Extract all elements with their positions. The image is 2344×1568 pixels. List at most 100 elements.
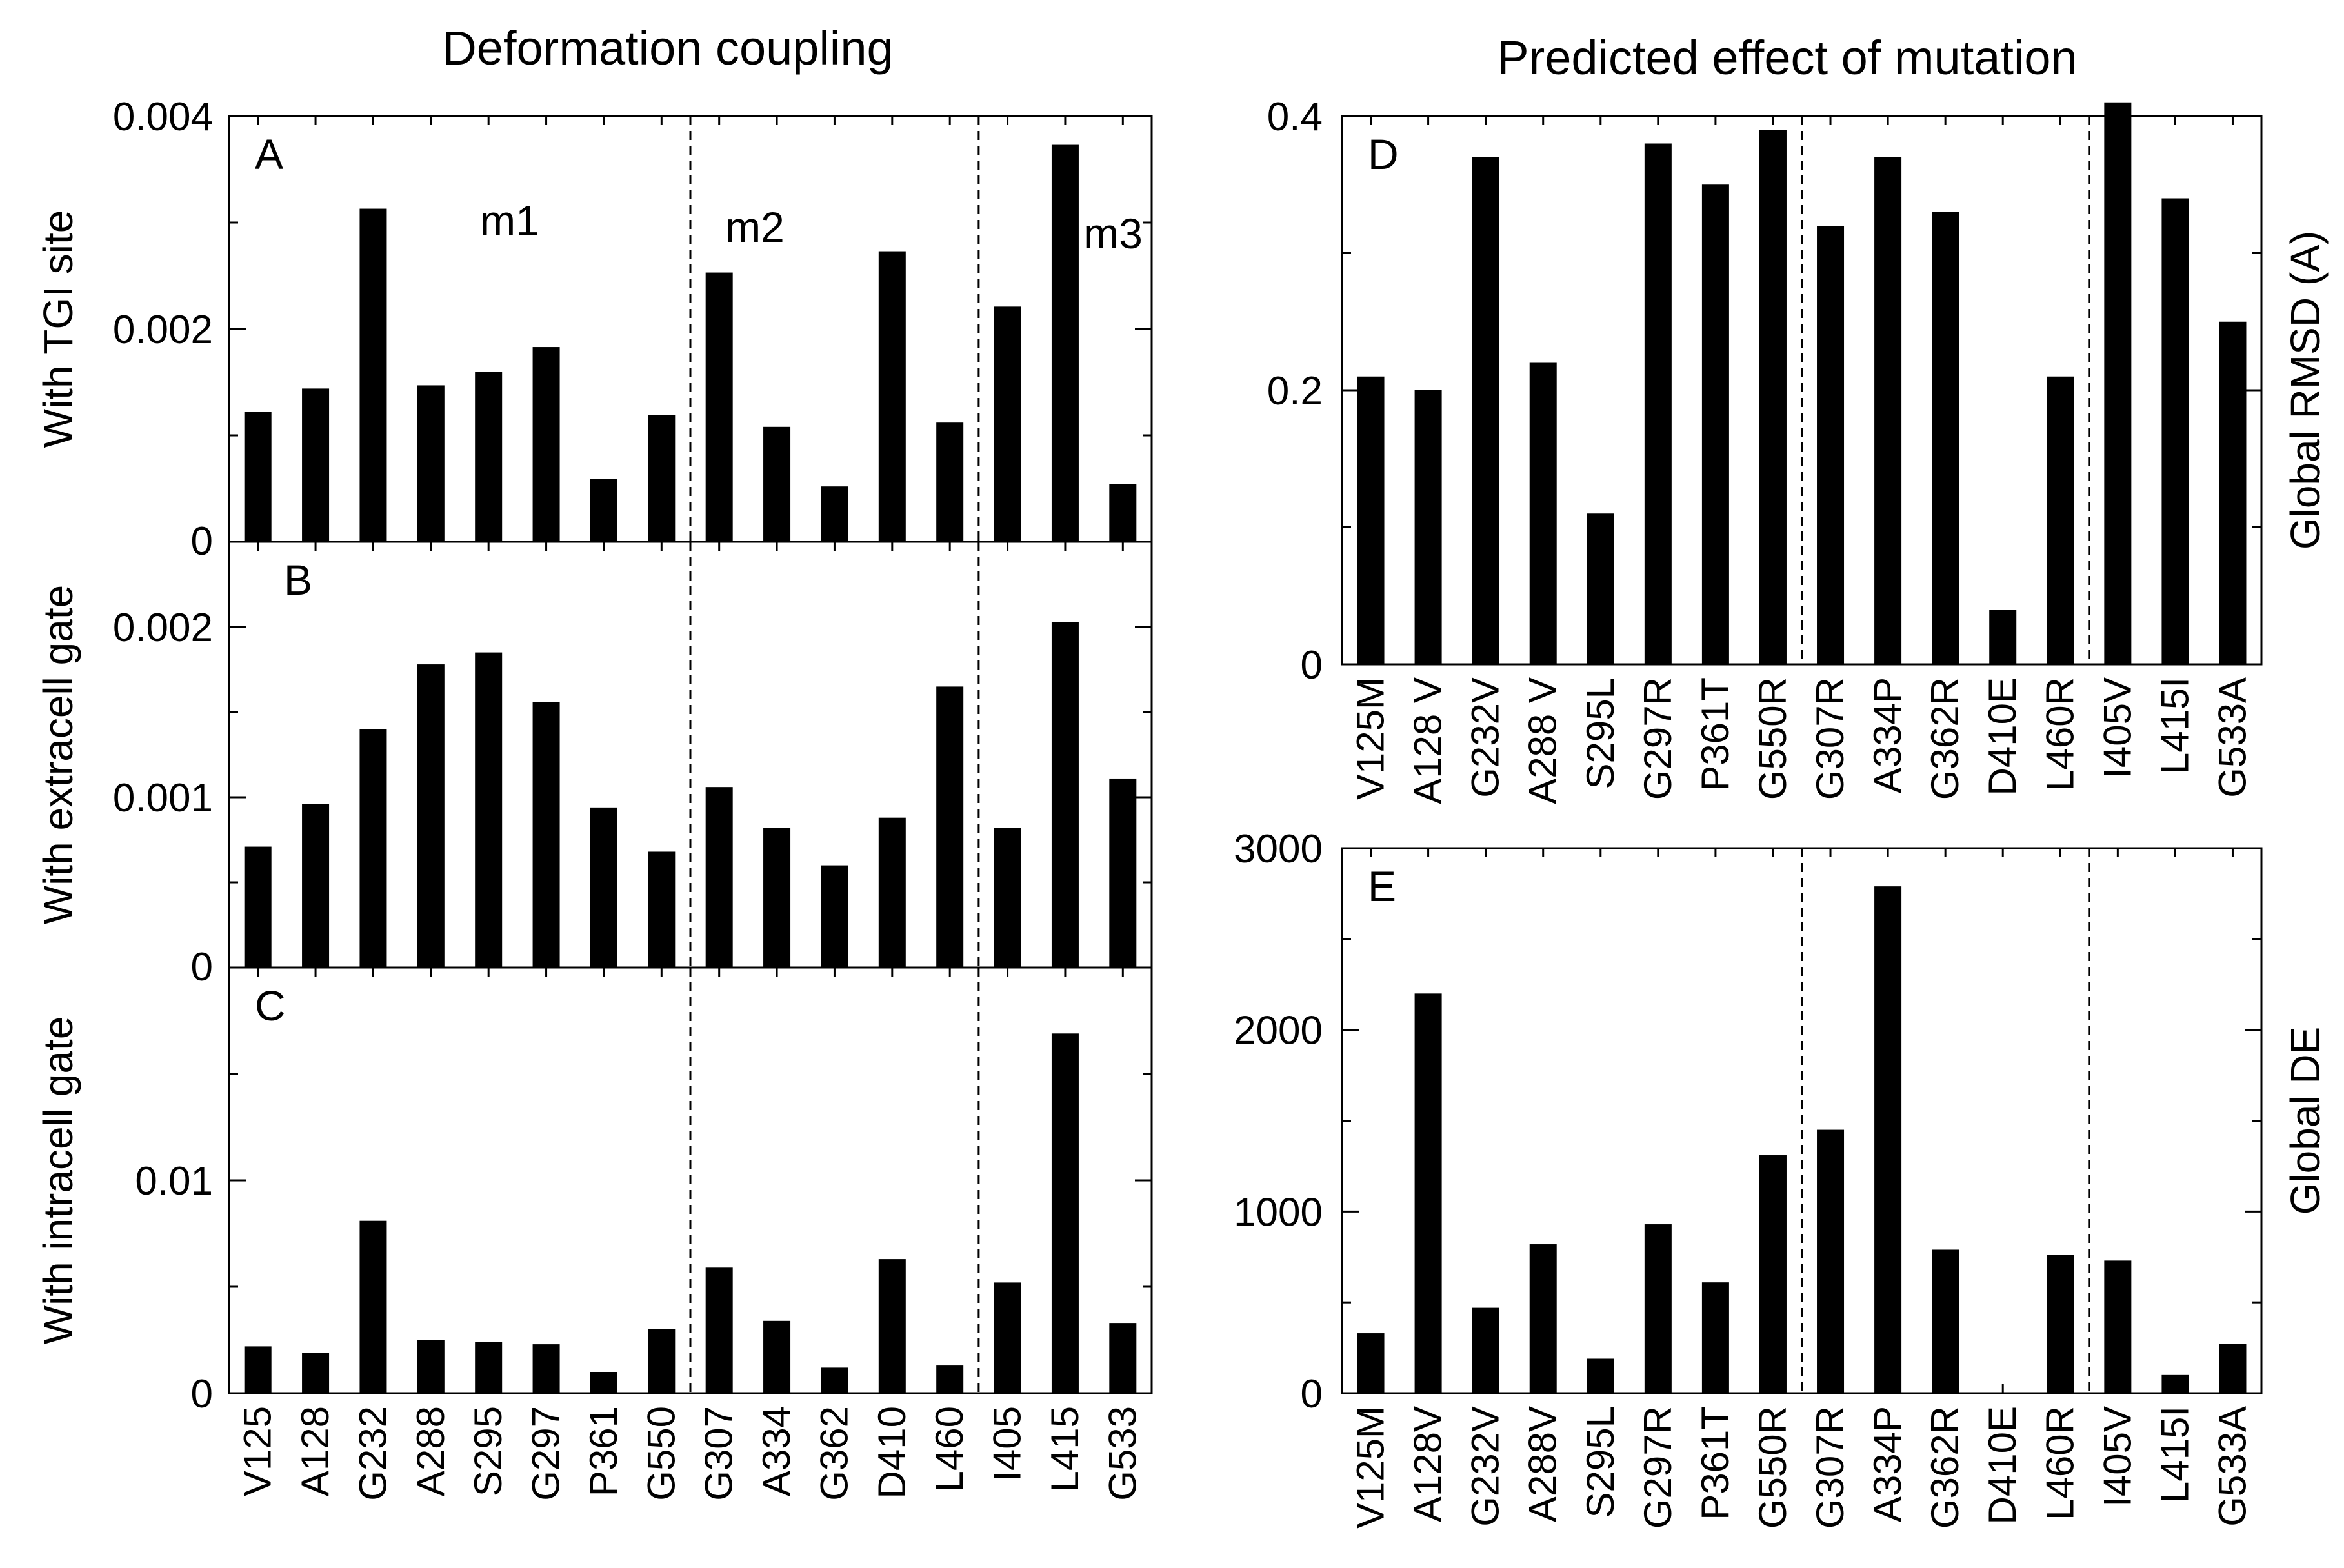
panel-b-bar-P361 bbox=[590, 807, 617, 968]
panel-d-ytick-label: 0.4 bbox=[1267, 95, 1323, 139]
panel-c-category-label: P361 bbox=[582, 1406, 625, 1496]
panel-b-bar-G550 bbox=[648, 851, 676, 968]
panel-a-ytick-label: 0.002 bbox=[113, 308, 213, 352]
panel-b-bar-G232 bbox=[359, 729, 387, 968]
panel-d-category-label: L415I bbox=[2153, 677, 2196, 774]
panel-c-bar-A334 bbox=[763, 1320, 791, 1393]
panel-d-category-label: D410E bbox=[1981, 677, 2024, 795]
panel-e-category-label: V125M bbox=[1349, 1406, 1392, 1529]
panel-a-ylabel: With TGI site bbox=[35, 210, 81, 448]
panel-c-category-label: G533 bbox=[1101, 1406, 1144, 1501]
panel-a-bar-A128 bbox=[302, 388, 330, 542]
panel-e-category-label: G297R bbox=[1636, 1406, 1679, 1529]
panel-c-bar-G297 bbox=[532, 1344, 560, 1393]
panel-d-bar-G307R bbox=[1817, 226, 1845, 664]
panel-e-letter: E bbox=[1368, 862, 1396, 910]
panel-d-category-label: A128 V bbox=[1407, 677, 1450, 804]
right-column-title: Predicted effect of mutation bbox=[1497, 31, 2078, 84]
panel-d-bar-A128 V bbox=[1414, 390, 1442, 664]
panel-d-category-label: G550R bbox=[1751, 677, 1794, 800]
panel-d-ytick-label: 0.2 bbox=[1267, 369, 1323, 413]
panel-d-bar-L415I bbox=[2161, 198, 2189, 664]
panel-e-ytick-label: 0 bbox=[1301, 1372, 1323, 1416]
panel-c-bar-A288 bbox=[417, 1340, 445, 1393]
panel-e-category-label: P361T bbox=[1694, 1406, 1737, 1520]
panel-d-category-label: L460R bbox=[2038, 677, 2081, 791]
panel-d-bar-D410E bbox=[1989, 610, 2017, 664]
panel-a-bar-G307 bbox=[705, 272, 733, 542]
panel-b-bar-S295 bbox=[475, 652, 503, 968]
panel-e-bar-L415I bbox=[2161, 1374, 2189, 1393]
panel-e-bar-G232V bbox=[1472, 1307, 1499, 1393]
panel-a-letter: A bbox=[255, 130, 283, 178]
panel-e-category-label: I405V bbox=[2096, 1406, 2139, 1507]
panel-b-bar-G362 bbox=[821, 865, 848, 968]
panel-e-category-label: A288V bbox=[1521, 1406, 1565, 1522]
panel-c-category-label: G232 bbox=[351, 1406, 394, 1501]
panel-e-category-label: G362R bbox=[1923, 1406, 1967, 1529]
panel-b-ytick-label: 0.001 bbox=[113, 776, 213, 820]
panel-e-bar-G307R bbox=[1817, 1129, 1845, 1393]
panel-c-ylabel: With intracell gate bbox=[35, 1017, 81, 1345]
panel-c-bar-A128 bbox=[302, 1353, 330, 1393]
panel-c-category-label: G297 bbox=[525, 1406, 568, 1501]
panel-d-bar-G232V bbox=[1472, 157, 1499, 664]
panel-d-category-label: G232V bbox=[1464, 677, 1507, 798]
left-column-title: Deformation coupling bbox=[442, 21, 893, 75]
panel-e-category-label: L415I bbox=[2153, 1406, 2196, 1503]
panel-e-bar-L460R bbox=[2047, 1255, 2074, 1393]
panel-c-bar-G550 bbox=[648, 1329, 676, 1393]
panel-b-ytick-label: 0 bbox=[191, 945, 213, 989]
panel-c-category-label: A334 bbox=[755, 1406, 798, 1496]
panel-d-category-label: G307R bbox=[1808, 677, 1852, 800]
panel-a-bar-G362 bbox=[821, 486, 848, 542]
panel-e-category-label: L460R bbox=[2038, 1406, 2081, 1520]
panel-c-category-label: V125 bbox=[236, 1406, 279, 1496]
panel-e-category-label: G533A bbox=[2210, 1406, 2254, 1527]
panel-d-category-label: V125M bbox=[1349, 677, 1392, 800]
panel-b-bar-I405 bbox=[994, 828, 1021, 968]
panel-e-bar-G362R bbox=[1932, 1249, 1959, 1393]
panel-a-bar-G550 bbox=[648, 415, 676, 542]
panel-d-letter: D bbox=[1368, 130, 1399, 178]
panel-b-ytick-label: 0.002 bbox=[113, 606, 213, 650]
panel-e-bar-G297R bbox=[1644, 1224, 1672, 1393]
panel-e-bar-A334P bbox=[1874, 886, 1902, 1393]
panel-e-category-label: D410E bbox=[1981, 1406, 2024, 1524]
panel-c-ytick-label: 0.01 bbox=[135, 1159, 213, 1204]
panel-c-bar-S295 bbox=[475, 1342, 503, 1393]
panel-d-bar-G362R bbox=[1932, 212, 1959, 664]
panel-a-bar-L415 bbox=[1051, 144, 1079, 542]
panel-c-bar-P361 bbox=[590, 1372, 617, 1393]
panel-c-letter: C bbox=[255, 982, 286, 1029]
plots-layer: A 0 0.002 0.004 With TGI site m1 m2 m3 B 0 0.001 0.… bbox=[35, 95, 2329, 1529]
panel-d-bar-I405V bbox=[2104, 102, 2132, 664]
panel-a-bar-A334 bbox=[763, 426, 791, 542]
panel-d-bar-A288 V bbox=[1529, 362, 1557, 664]
panel-a-annotation-m3: m3 bbox=[1083, 210, 1143, 257]
panel-b-ylabel: With extracell gate bbox=[35, 585, 81, 924]
panel-c-category-label: S295 bbox=[466, 1406, 510, 1496]
panel-e-bar-G550R bbox=[1759, 1155, 1787, 1393]
panel-c-category-label: G307 bbox=[697, 1406, 741, 1501]
panel-d-bar-G533A bbox=[2219, 321, 2247, 664]
panel-a-bar-G533 bbox=[1109, 484, 1137, 542]
panel-a-annotation-m2: m2 bbox=[725, 203, 785, 251]
panel-e-category-label: A334P bbox=[1866, 1406, 1909, 1522]
panel-b-bar-V125 bbox=[244, 846, 272, 968]
panel-c-bar-G307 bbox=[705, 1267, 733, 1393]
panel-a-ytick-label: 0 bbox=[191, 519, 213, 564]
panel-a-bar-D410 bbox=[878, 251, 906, 542]
panel-b-letter: B bbox=[284, 556, 312, 604]
panel-c-category-label: D410 bbox=[870, 1406, 914, 1498]
panel-e-bar-S295L bbox=[1587, 1358, 1614, 1393]
panel-c-category-label: A288 bbox=[409, 1406, 452, 1496]
panel-c-bar-L415 bbox=[1051, 1033, 1079, 1393]
panel-a-bar-P361 bbox=[590, 479, 617, 542]
panel-e-ylabel: Global DE bbox=[2282, 1027, 2329, 1215]
panel-d-ylabel: Global RMSD (A) bbox=[2282, 231, 2329, 550]
panel-d-category-label: P361T bbox=[1694, 677, 1737, 791]
panel-e-ytick-label: 1000 bbox=[1234, 1190, 1323, 1235]
